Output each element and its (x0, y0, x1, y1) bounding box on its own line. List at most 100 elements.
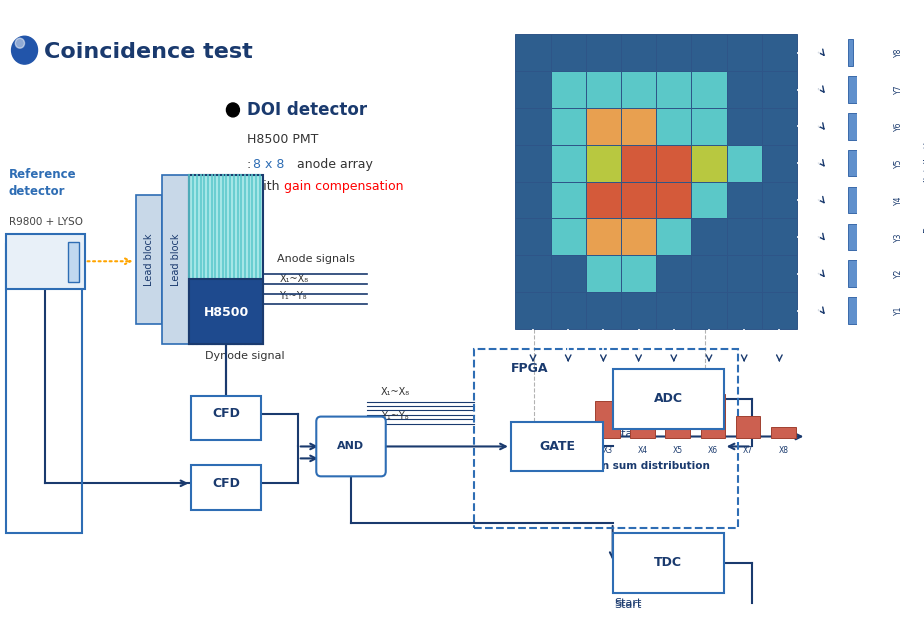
Bar (656, 182, 691, 218)
Bar (848, 150, 881, 176)
Text: X5: X5 (673, 446, 683, 455)
Text: Y₁~Y₈: Y₁~Y₈ (381, 411, 408, 421)
Text: Y1: Y1 (894, 306, 904, 315)
Bar (726, 71, 761, 108)
Text: ADC: ADC (653, 392, 683, 405)
Text: TDC: TDC (654, 556, 682, 569)
Bar (656, 255, 691, 292)
Bar (691, 34, 726, 71)
Bar (586, 182, 621, 218)
FancyBboxPatch shape (316, 417, 385, 477)
Bar (665, 379, 690, 439)
Bar (761, 292, 797, 329)
Text: :: : (247, 158, 255, 171)
Circle shape (16, 38, 25, 48)
Bar (726, 108, 761, 145)
Bar (516, 34, 551, 71)
Text: Lead block: Lead block (171, 233, 180, 285)
Bar (586, 34, 621, 71)
Bar (516, 255, 551, 292)
Bar (551, 255, 586, 292)
Circle shape (226, 103, 239, 117)
Text: Dynode signal: Dynode signal (205, 351, 285, 361)
Bar (560, 424, 585, 439)
Text: AND: AND (337, 441, 364, 451)
Bar (761, 218, 797, 255)
Text: Start: Start (614, 600, 642, 610)
Bar (551, 34, 586, 71)
Bar (726, 255, 761, 292)
Bar (516, 145, 551, 182)
Text: Start: Start (614, 598, 642, 608)
Text: Reference
detector: Reference detector (9, 167, 77, 198)
FancyBboxPatch shape (511, 422, 603, 471)
Text: anode array: anode array (293, 158, 373, 171)
Bar (761, 182, 797, 218)
Bar (595, 401, 620, 439)
FancyBboxPatch shape (68, 242, 79, 282)
Bar (586, 71, 621, 108)
Bar (848, 260, 871, 287)
Bar (848, 39, 853, 66)
FancyBboxPatch shape (613, 369, 723, 428)
Bar (621, 218, 656, 255)
Bar (516, 292, 551, 329)
Text: CFD: CFD (212, 407, 240, 420)
Text: X6: X6 (708, 446, 718, 455)
Bar (586, 145, 621, 182)
Bar (848, 223, 881, 250)
Bar (656, 145, 691, 182)
Text: with: with (253, 180, 284, 193)
Text: DOI detector: DOI detector (247, 101, 367, 119)
Text: Y4: Y4 (894, 195, 904, 205)
Bar (691, 182, 726, 218)
Bar (551, 292, 586, 329)
Text: X2: X2 (567, 446, 578, 455)
FancyBboxPatch shape (162, 175, 189, 344)
Bar (691, 218, 726, 255)
FancyBboxPatch shape (136, 194, 162, 324)
Bar (621, 34, 656, 71)
Bar (516, 182, 551, 218)
Bar (691, 108, 726, 145)
Text: Start: Start (614, 428, 642, 439)
Bar (726, 182, 761, 218)
Bar (586, 292, 621, 329)
Text: X8: X8 (778, 446, 788, 455)
Bar (621, 182, 656, 218)
Bar (621, 292, 656, 329)
Bar (848, 298, 862, 324)
FancyBboxPatch shape (613, 533, 723, 593)
Text: X3: X3 (602, 446, 613, 455)
Bar (656, 108, 691, 145)
Bar (736, 416, 760, 439)
Bar (621, 145, 656, 182)
Text: gain compensation: gain compensation (284, 180, 404, 193)
Text: Y6: Y6 (894, 122, 904, 131)
Bar (761, 34, 797, 71)
Bar (848, 113, 867, 140)
Bar (586, 255, 621, 292)
Bar (586, 108, 621, 145)
Bar (771, 426, 796, 439)
Bar (586, 218, 621, 255)
Text: CFD: CFD (212, 477, 240, 490)
Bar (551, 145, 586, 182)
Text: Y₁~Y₈: Y₁~Y₈ (279, 291, 307, 301)
Bar (551, 218, 586, 255)
Bar (726, 145, 761, 182)
Bar (621, 255, 656, 292)
Text: X7: X7 (743, 446, 753, 455)
Bar (630, 372, 655, 439)
Text: Column sum distribution: Column sum distribution (565, 461, 711, 471)
Text: Y3: Y3 (894, 232, 904, 242)
Text: Y8: Y8 (894, 48, 904, 57)
Bar (656, 292, 691, 329)
Bar (551, 108, 586, 145)
FancyBboxPatch shape (6, 234, 85, 289)
Text: GATE: GATE (539, 440, 575, 453)
Text: 8 x 8: 8 x 8 (253, 158, 285, 171)
Text: X1: X1 (532, 446, 542, 455)
Bar (761, 145, 797, 182)
Bar (848, 187, 890, 213)
